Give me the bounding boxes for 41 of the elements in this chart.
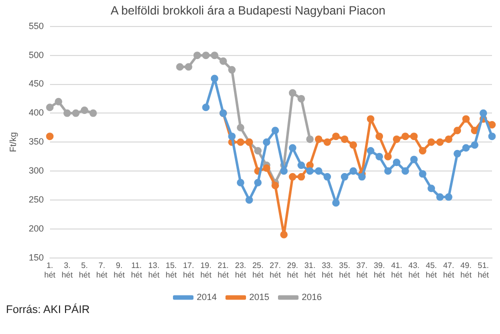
x-tick-label: 49. hét — [460, 260, 472, 280]
y-tick-label: 450 — [28, 78, 44, 89]
y-axis-title: Ft/kg — [8, 132, 18, 152]
y-tick-label: 550 — [28, 20, 44, 31]
y-tick-label: 150 — [28, 252, 44, 262]
x-tick-label: 27. hét — [270, 260, 282, 280]
x-tick-label: 39. hét — [374, 260, 386, 280]
x-tick-label: 33. hét — [322, 260, 334, 280]
x-tick-label: 35. hét — [339, 260, 351, 280]
y-tick-label: 400 — [28, 108, 44, 118]
y-tick-label: 350 — [28, 136, 44, 147]
x-tick-label: 29. hét — [287, 260, 299, 280]
x-tick-label: 13. hét — [148, 260, 160, 280]
x-tick-label: 5. hét — [78, 260, 91, 280]
y-tick-label: 250 — [28, 194, 44, 204]
x-tick-label: 25. hét — [252, 260, 264, 280]
y-tick-label: 300 — [28, 166, 44, 176]
x-tick-label: 9. hét — [114, 260, 126, 280]
x-tick-label: 51. hét — [478, 260, 490, 280]
x-tick-label: 17. hét — [182, 260, 195, 280]
x-tick-label: 21. hét — [218, 260, 230, 280]
x-tick-label: 41. hét — [391, 260, 403, 280]
x-tick-label: 15. hét — [166, 260, 178, 280]
x-tick-label: 19. hét — [200, 260, 212, 280]
y-tick-label: 500 — [28, 50, 44, 60]
chart-title: A belföldi brokkoli ára a Budapesti Nagybani Piacon — [110, 4, 386, 18]
x-tick-label: 1. hét — [44, 260, 56, 280]
legend-label: 2016 — [302, 292, 322, 302]
y-tick-label: 200 — [28, 223, 44, 234]
x-tick-label: 31. hét — [304, 260, 316, 280]
x-tick-label: 37. hét — [356, 260, 368, 280]
x-tick-label: 45. hét — [426, 260, 438, 280]
text: Forrás: AKI PÁIR — [6, 304, 90, 316]
x-tick-label: 43. hét — [408, 260, 420, 280]
x-tick-label: 23. hét — [235, 260, 247, 280]
legend-label: 2014 — [196, 292, 217, 302]
x-tick-label: 47. hét — [443, 260, 455, 280]
x-tick-label: 3. hét — [62, 260, 74, 280]
x-tick-label: 11. hét — [130, 260, 143, 280]
x-tick-label: 7. hét — [96, 260, 108, 280]
legend-label: 2015 — [249, 292, 270, 302]
